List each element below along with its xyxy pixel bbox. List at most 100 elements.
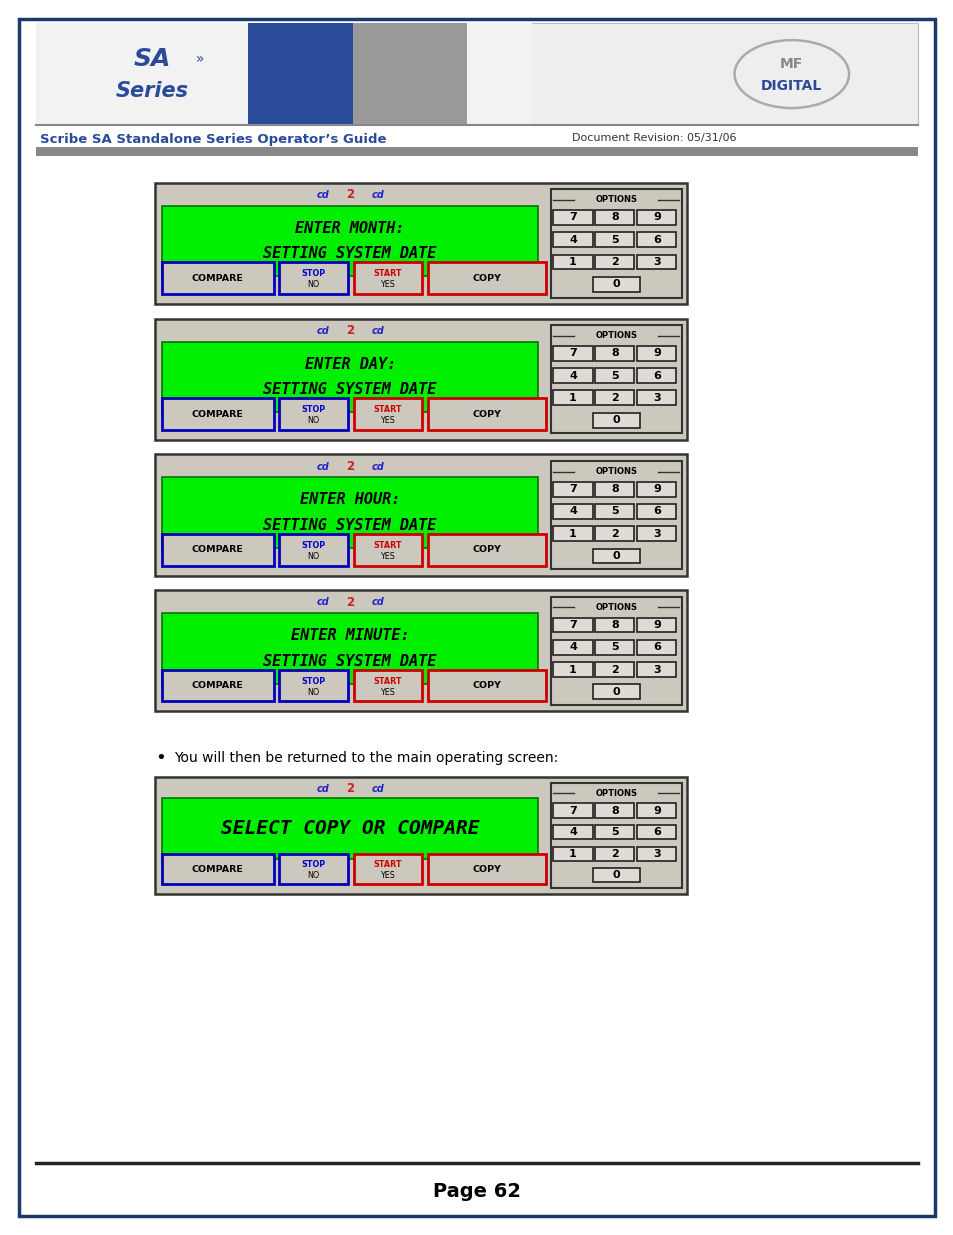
FancyBboxPatch shape	[553, 618, 592, 632]
FancyBboxPatch shape	[279, 263, 348, 294]
Text: 0: 0	[612, 871, 619, 881]
Text: ENTER MONTH:: ENTER MONTH:	[295, 221, 404, 236]
Text: START: START	[374, 860, 401, 869]
Text: cd: cd	[371, 462, 383, 472]
Text: 5: 5	[611, 506, 618, 516]
Text: YES: YES	[380, 688, 395, 697]
FancyBboxPatch shape	[595, 504, 634, 519]
FancyBboxPatch shape	[36, 23, 917, 125]
Bar	[36, 147, 917, 156]
Text: cd: cd	[371, 598, 383, 608]
FancyBboxPatch shape	[162, 671, 274, 701]
Text: SELECT COPY OR COMPARE: SELECT COPY OR COMPARE	[221, 819, 479, 837]
Text: STOP: STOP	[301, 677, 325, 685]
FancyBboxPatch shape	[553, 526, 592, 541]
Text: 5: 5	[611, 235, 618, 245]
Text: 3: 3	[653, 848, 660, 858]
Text: 6: 6	[652, 235, 660, 245]
Text: OPTIONS: OPTIONS	[595, 789, 637, 798]
Text: 6: 6	[652, 827, 660, 837]
Text: 0: 0	[612, 551, 619, 561]
Text: cd: cd	[371, 190, 383, 200]
Text: COMPARE: COMPARE	[192, 864, 244, 873]
Text: 4: 4	[568, 235, 577, 245]
FancyBboxPatch shape	[637, 640, 676, 655]
FancyBboxPatch shape	[354, 853, 421, 884]
FancyBboxPatch shape	[154, 319, 686, 440]
Text: 3: 3	[653, 257, 660, 267]
FancyBboxPatch shape	[595, 825, 634, 839]
Text: YES: YES	[380, 552, 395, 561]
FancyBboxPatch shape	[595, 526, 634, 541]
FancyBboxPatch shape	[553, 504, 592, 519]
FancyBboxPatch shape	[595, 804, 634, 818]
FancyBboxPatch shape	[637, 232, 676, 247]
FancyBboxPatch shape	[154, 777, 686, 894]
FancyBboxPatch shape	[550, 189, 681, 298]
Text: 7: 7	[569, 805, 577, 815]
FancyBboxPatch shape	[427, 853, 545, 884]
FancyBboxPatch shape	[427, 671, 545, 701]
FancyBboxPatch shape	[553, 482, 592, 496]
Text: OPTIONS: OPTIONS	[595, 195, 637, 204]
Text: COPY: COPY	[472, 410, 500, 419]
Text: STOP: STOP	[301, 541, 325, 550]
Text: 9: 9	[652, 620, 660, 630]
Text: 0: 0	[612, 687, 619, 697]
Text: cd: cd	[316, 783, 329, 794]
Text: 2: 2	[611, 257, 618, 267]
Text: 2: 2	[611, 529, 618, 538]
FancyBboxPatch shape	[595, 368, 634, 383]
Text: NO: NO	[307, 552, 319, 561]
FancyBboxPatch shape	[553, 390, 592, 405]
FancyBboxPatch shape	[162, 614, 537, 683]
Text: 2: 2	[346, 461, 354, 473]
FancyBboxPatch shape	[637, 390, 676, 405]
Text: 9: 9	[652, 348, 660, 358]
FancyBboxPatch shape	[279, 671, 348, 701]
Text: START: START	[374, 677, 401, 685]
FancyBboxPatch shape	[427, 535, 545, 566]
Text: 3: 3	[653, 664, 660, 674]
Text: 2: 2	[346, 189, 354, 201]
Text: Document Revision: 05/31/06: Document Revision: 05/31/06	[572, 133, 736, 143]
FancyBboxPatch shape	[553, 346, 592, 361]
Text: NO: NO	[307, 871, 319, 879]
FancyBboxPatch shape	[279, 399, 348, 430]
FancyBboxPatch shape	[162, 853, 274, 884]
Text: cd: cd	[371, 326, 383, 336]
Text: COMPARE: COMPARE	[192, 546, 244, 555]
Text: 1: 1	[569, 664, 577, 674]
Text: You will then be returned to the main operating screen:: You will then be returned to the main op…	[173, 751, 558, 766]
Text: START: START	[374, 269, 401, 278]
Text: 9: 9	[652, 484, 660, 494]
Text: cd: cd	[371, 783, 383, 794]
FancyBboxPatch shape	[637, 368, 676, 383]
Text: 9: 9	[652, 212, 660, 222]
FancyBboxPatch shape	[592, 548, 639, 563]
FancyBboxPatch shape	[354, 399, 421, 430]
Text: OPTIONS: OPTIONS	[595, 467, 637, 475]
Text: 4: 4	[568, 827, 577, 837]
FancyBboxPatch shape	[19, 19, 934, 1216]
Text: Scribe SA Standalone Series Operator’s Guide: Scribe SA Standalone Series Operator’s G…	[40, 133, 386, 147]
Text: •: •	[154, 750, 166, 767]
Text: 2: 2	[346, 325, 354, 337]
FancyBboxPatch shape	[595, 210, 634, 225]
Text: 5: 5	[611, 827, 618, 837]
FancyBboxPatch shape	[592, 684, 639, 699]
FancyBboxPatch shape	[162, 399, 274, 430]
FancyBboxPatch shape	[553, 368, 592, 383]
Text: MF: MF	[780, 57, 802, 72]
FancyBboxPatch shape	[550, 461, 681, 569]
FancyBboxPatch shape	[553, 662, 592, 677]
Text: 7: 7	[569, 212, 577, 222]
FancyBboxPatch shape	[637, 846, 676, 861]
FancyBboxPatch shape	[162, 535, 274, 566]
Text: 8: 8	[611, 805, 618, 815]
FancyBboxPatch shape	[553, 846, 592, 861]
Text: 4: 4	[568, 642, 577, 652]
FancyBboxPatch shape	[595, 390, 634, 405]
FancyBboxPatch shape	[162, 206, 537, 275]
Text: 6: 6	[652, 370, 660, 380]
